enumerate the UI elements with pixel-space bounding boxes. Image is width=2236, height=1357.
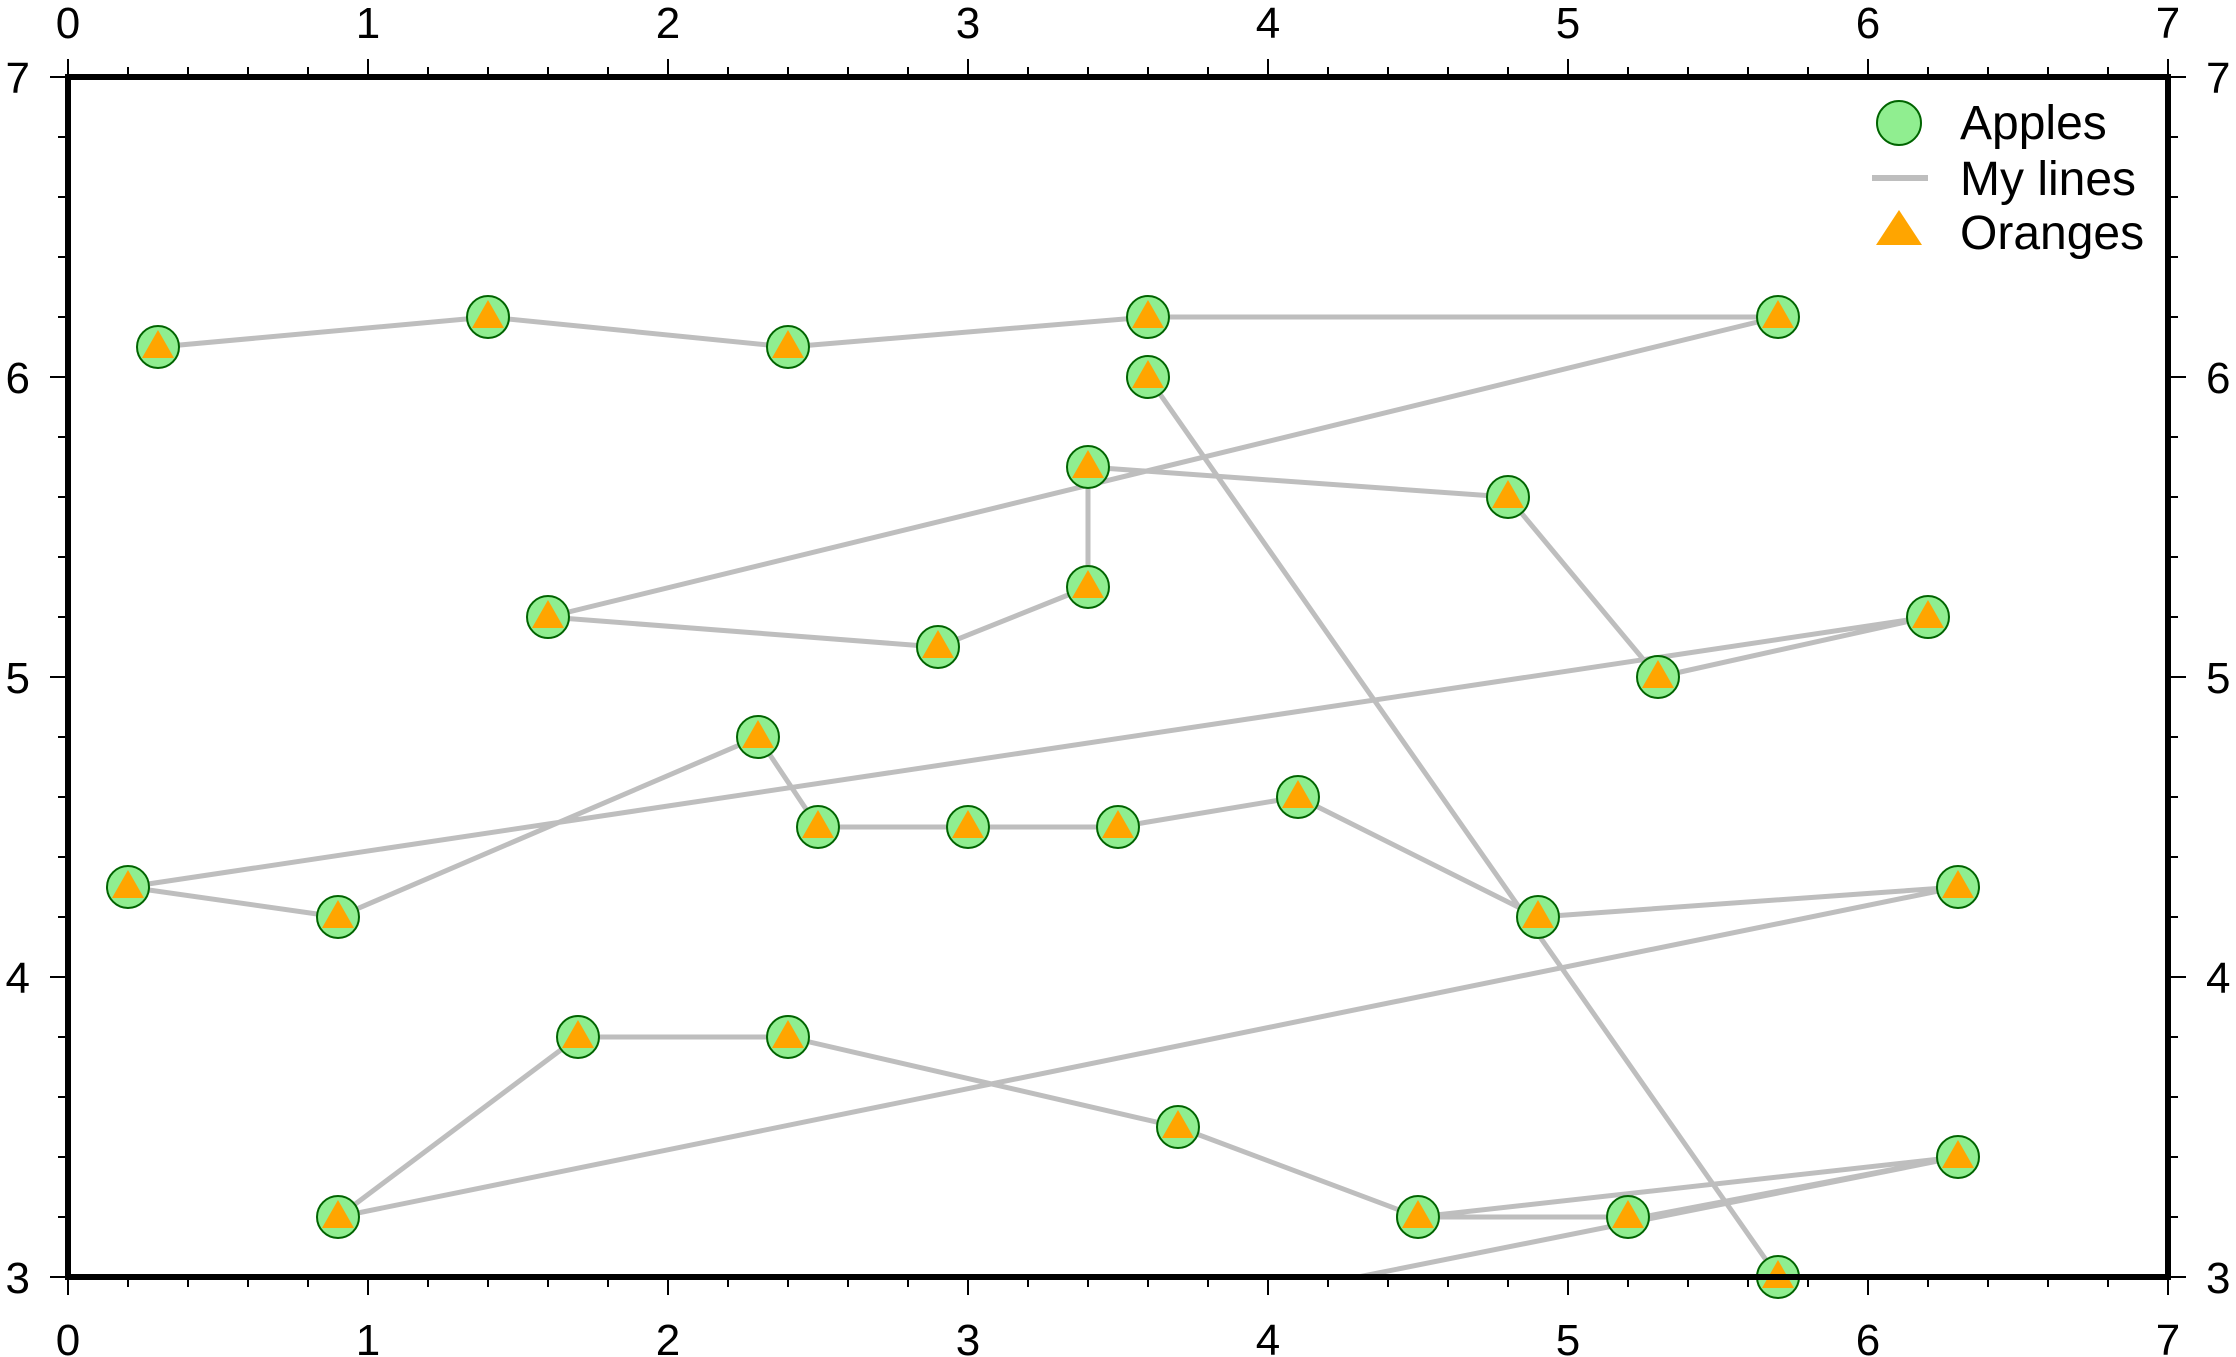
y-tick-label-left: 3 <box>6 1254 30 1303</box>
x-tick-label-bottom: 5 <box>1556 1316 1580 1357</box>
x-tick-label-top: 1 <box>356 0 380 48</box>
oranges-point <box>802 810 834 838</box>
y-tick-label-right: 6 <box>2206 354 2230 403</box>
y-tick-label-left: 7 <box>6 54 30 103</box>
markers <box>106 295 1980 1299</box>
x-tick-label-bottom: 6 <box>1856 1316 1880 1357</box>
oranges-point <box>1612 1200 1644 1228</box>
x-tick-label-top: 7 <box>2156 0 2180 48</box>
y-tick-label-left: 5 <box>6 654 30 703</box>
x-tick-label-bottom: 7 <box>2156 1316 2180 1357</box>
x-tick-label-bottom: 2 <box>656 1316 680 1357</box>
legend-oranges-label: Oranges <box>1960 207 2144 260</box>
x-tick-label-bottom: 3 <box>956 1316 980 1357</box>
y-tick-label-left: 6 <box>6 354 30 403</box>
axis-ticks <box>50 59 2186 1295</box>
oranges-point <box>1642 660 1674 688</box>
x-tick-label-bottom: 4 <box>1256 1316 1280 1357</box>
oranges-point <box>112 870 144 898</box>
x-tick-label-top: 2 <box>656 0 680 48</box>
x-tick-label-top: 0 <box>56 0 80 48</box>
oranges-point <box>562 1020 594 1048</box>
oranges-point <box>1102 810 1134 838</box>
legend: Apples My lines Oranges <box>1872 97 2144 260</box>
oranges-point <box>772 1020 804 1048</box>
legend-oranges-marker <box>1876 210 1922 245</box>
x-tick-label-bottom: 0 <box>56 1316 80 1357</box>
oranges-point <box>1402 1200 1434 1228</box>
oranges-point <box>322 1200 354 1228</box>
plot-frame <box>65 74 2171 1280</box>
oranges-point <box>772 330 804 358</box>
oranges-point <box>1132 300 1164 328</box>
oranges-point <box>1522 900 1554 928</box>
legend-apples-label: Apples <box>1960 97 2107 150</box>
x-tick-label-bottom: 1 <box>356 1316 380 1357</box>
x-tick-label-top: 6 <box>1856 0 1880 48</box>
oranges-point <box>922 630 954 658</box>
oranges-point <box>472 300 504 328</box>
y-tick-label-right: 3 <box>2206 1254 2230 1303</box>
line-series-path <box>1145 375 1961 1277</box>
legend-apples-marker <box>1876 100 1922 146</box>
oranges-point <box>1132 360 1164 388</box>
y-tick-label-right: 4 <box>2206 954 2230 1003</box>
oranges-point <box>1762 300 1794 328</box>
oranges-point <box>1282 780 1314 808</box>
y-tick-label-left: 4 <box>6 954 30 1003</box>
oranges-point <box>1492 480 1524 508</box>
oranges-point <box>1072 570 1104 598</box>
oranges-point <box>1942 1140 1974 1168</box>
oranges-point <box>1072 450 1104 478</box>
oranges-point <box>1942 870 1974 898</box>
oranges-point <box>1912 600 1944 628</box>
oranges-point <box>952 810 984 838</box>
legend-lines-label: My lines <box>1960 153 2136 206</box>
x-tick-label-top: 5 <box>1556 0 1580 48</box>
y-tick-label-right: 5 <box>2206 654 2230 703</box>
oranges-point <box>142 330 174 358</box>
oranges-point <box>1162 1110 1194 1138</box>
x-tick-label-top: 3 <box>956 0 980 48</box>
oranges-point <box>742 720 774 748</box>
oranges-point <box>322 900 354 928</box>
line-series-path <box>125 314 1961 1220</box>
y-tick-label-right: 7 <box>2206 54 2230 103</box>
line-series <box>125 314 1961 1277</box>
oranges-point <box>532 600 564 628</box>
x-tick-label-top: 4 <box>1256 0 1280 48</box>
